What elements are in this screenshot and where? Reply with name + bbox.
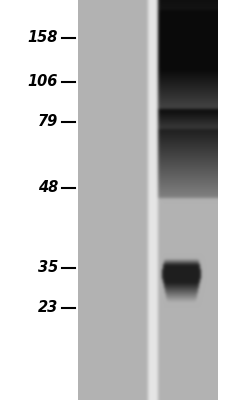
Text: 106: 106 bbox=[27, 74, 58, 90]
Text: 35: 35 bbox=[38, 260, 58, 276]
Text: 79: 79 bbox=[38, 114, 58, 130]
Text: 48: 48 bbox=[38, 180, 58, 196]
Text: 23: 23 bbox=[38, 300, 58, 316]
Text: 158: 158 bbox=[27, 30, 58, 46]
